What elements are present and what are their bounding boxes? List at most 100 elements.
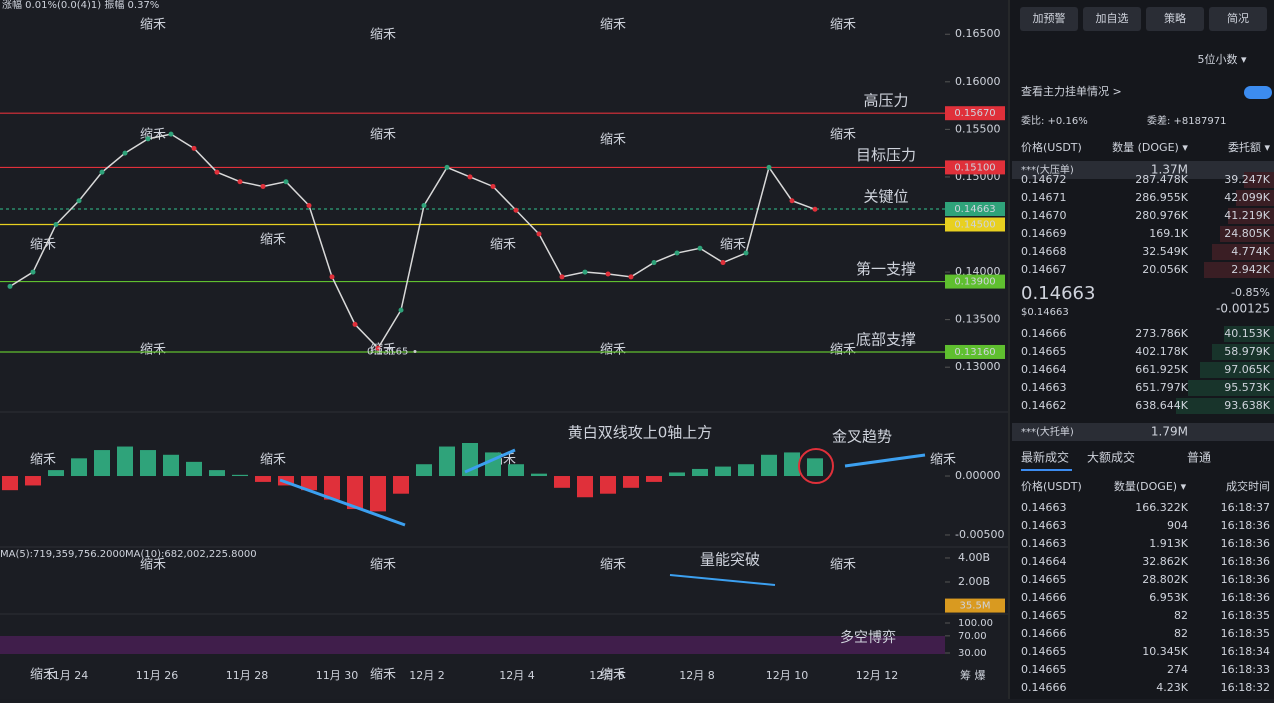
trade-price: 0.14663: [1021, 501, 1067, 514]
ratio: 委比: +0.16%: [1021, 114, 1088, 127]
depth-bar: [1212, 244, 1274, 260]
y-tick-label: 30.00: [958, 648, 987, 659]
macd-bar: [692, 468, 708, 477]
level-label: 关键位: [863, 187, 908, 205]
trade-time: 16:18:36: [1221, 591, 1270, 604]
price-point: [674, 250, 680, 256]
watermark: 缩禾: [490, 237, 516, 253]
level-value: 0.15100: [954, 162, 995, 173]
price-point: [214, 169, 220, 175]
button-label[interactable]: 加自选: [1096, 12, 1129, 25]
watermark: 缩禾: [830, 17, 856, 33]
trade-price: 0.14666: [1021, 591, 1067, 604]
watermark: 缩禾: [140, 17, 166, 33]
x-tick-label: 12月 10: [766, 669, 809, 682]
x-tick-label: 11月 24: [46, 669, 89, 682]
level-box: [945, 274, 1005, 289]
volume-box: [945, 598, 1005, 613]
button-label[interactable]: 策略: [1164, 11, 1186, 25]
price-point: [628, 274, 634, 280]
level-value: 0.13160: [954, 347, 995, 358]
level-value: 0.15670: [954, 108, 995, 119]
macd-bar: [163, 454, 179, 477]
button[interactable]: [1083, 7, 1141, 31]
price-point: [651, 260, 657, 266]
price-point: [536, 231, 542, 237]
price-point: [30, 269, 36, 275]
book-amount: 39.247K: [1224, 173, 1270, 186]
watermark: 缩禾: [260, 232, 286, 248]
button[interactable]: [1146, 7, 1204, 31]
price-point: [168, 131, 174, 137]
tab[interactable]: 普通: [1187, 451, 1211, 465]
watermark: 缩禾: [600, 667, 626, 683]
last-usd: $0.14663: [1021, 307, 1069, 318]
button-label[interactable]: 简况: [1227, 11, 1249, 25]
price-point: [490, 183, 496, 189]
big-label: ***(大托单): [1021, 425, 1074, 438]
price-point: [237, 179, 243, 185]
trade-qty: 1.913K: [1149, 537, 1188, 550]
watermark: 缩禾: [260, 452, 286, 468]
book-qty: 651.797K: [1135, 381, 1188, 394]
decimals[interactable]: 5位小数 ▾: [1197, 52, 1246, 66]
watermark: 缩禾: [830, 557, 856, 573]
price-point: [352, 321, 358, 327]
book-amount: 58.979K: [1224, 345, 1270, 358]
x-tick-label: 12月 6: [589, 669, 625, 682]
macd-bar: [347, 476, 363, 510]
price-point: [53, 222, 59, 228]
macd-bar: [600, 476, 616, 494]
book-amount: 4.774K: [1231, 245, 1270, 258]
macd-bar: [2, 476, 18, 491]
macd-bar: [117, 446, 133, 477]
watermark: 缩禾: [370, 342, 396, 358]
book-price: 0.14671: [1021, 191, 1067, 204]
button-label[interactable]: 加预警: [1033, 11, 1066, 25]
book-price: 0.14666: [1021, 327, 1067, 340]
trade-time: 16:18:34: [1221, 645, 1270, 658]
book-amount: 93.638K: [1224, 399, 1270, 412]
book-qty: 638.644K: [1135, 399, 1188, 412]
toggle[interactable]: [1244, 86, 1272, 99]
button[interactable]: [1209, 7, 1267, 31]
y-tick-label: 100.00: [958, 618, 993, 629]
annotation: 量能突破: [700, 551, 760, 569]
trade-qty: 82: [1174, 627, 1188, 640]
level-box: [945, 217, 1005, 232]
trade-price: 0.14666: [1021, 627, 1067, 640]
button[interactable]: [1020, 7, 1078, 31]
big-label: ***(大压单): [1021, 163, 1074, 176]
big-row: [1012, 161, 1274, 179]
tab[interactable]: 大额成交: [1087, 450, 1135, 465]
trade-time: 16:18:36: [1221, 573, 1270, 586]
macd-bar: [48, 470, 64, 477]
watermark: 缩禾: [140, 342, 166, 358]
book-qty: 287.478K: [1135, 173, 1188, 186]
trade-time: 16:18:37: [1221, 501, 1270, 514]
trade-qty: 32.862K: [1142, 555, 1188, 568]
x-tick-label: 12月 8: [679, 669, 715, 682]
watermark: 缩禾: [930, 452, 956, 468]
diff: 委差: +8187971: [1147, 114, 1226, 127]
change-text: 涨幅 0.01%(0.0(4)1) 振幅 0.37%: [2, 0, 159, 11]
tab[interactable]: 最新成交: [1021, 450, 1069, 465]
price-point: [766, 164, 772, 170]
trade-time: 16:18:33: [1221, 663, 1270, 676]
watermark: 缩禾: [30, 237, 56, 253]
main-orders[interactable]: 查看主力挂单情况 >: [1021, 84, 1122, 98]
trade-header: 成交时间: [1226, 479, 1270, 493]
y-tick-label: -0.00500: [955, 528, 1004, 541]
macd-bar: [25, 476, 41, 486]
trade-qty: 274: [1167, 663, 1188, 676]
price-point: [283, 179, 289, 185]
trade-time: 16:18:35: [1221, 609, 1270, 622]
book-header: 数量 (DOGE) ▾: [1112, 141, 1188, 154]
x-tick-label: 12月 4: [499, 669, 535, 682]
last-price: 0.14663: [1021, 283, 1095, 304]
trade-time: 16:18:36: [1221, 519, 1270, 532]
last-chg: -0.00125: [1216, 302, 1270, 316]
level-box: [945, 201, 1005, 216]
book-amount: 40.153K: [1224, 327, 1270, 340]
trade-price: 0.14665: [1021, 663, 1067, 676]
